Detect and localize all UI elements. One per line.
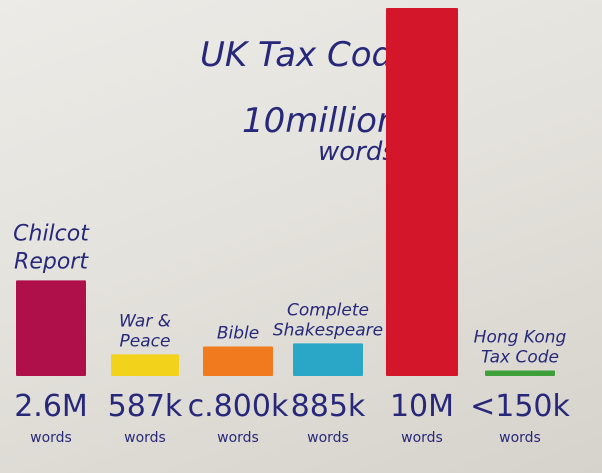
value-label-3: 885k (291, 389, 366, 424)
category-label-1-0: War & (119, 311, 171, 331)
category-label-1-1: Peace (120, 331, 171, 351)
bar-4 (386, 8, 458, 376)
bar-5 (485, 370, 555, 376)
unit-label-2: words (217, 430, 259, 446)
title-line-2: 10million (242, 101, 399, 141)
category-label-3-0: Complete (287, 300, 369, 320)
bar-2 (203, 346, 273, 376)
category-label-5-0: Hong Kong (474, 327, 567, 347)
unit-label-3: words (307, 430, 349, 446)
bar-0 (16, 280, 86, 376)
category-label-5-1: Tax Code (481, 347, 559, 367)
bar-3 (293, 343, 363, 376)
bar-1 (111, 354, 179, 376)
title-line-1: UK Tax Code (200, 35, 414, 75)
chart-title: UK Tax Code 10million words (200, 35, 414, 167)
value-label-4: 10M (390, 389, 454, 424)
unit-label-5: words (499, 430, 541, 446)
unit-label-1: words (124, 430, 166, 446)
value-label-1: 587k (108, 389, 183, 424)
title-line-3: words (318, 137, 396, 167)
category-label-3-1: Shakespeare (273, 320, 383, 340)
category-label-0-1: Report (14, 249, 89, 274)
value-label-2: c.800k (188, 389, 289, 424)
value-label-5: <150k (470, 389, 570, 424)
category-label-2-0: Bible (217, 324, 259, 344)
value-label-0: 2.6M (14, 389, 88, 424)
unit-label-4: words (401, 430, 443, 446)
category-label-0-0: Chilcot (13, 221, 90, 246)
unit-label-0: words (30, 430, 72, 446)
